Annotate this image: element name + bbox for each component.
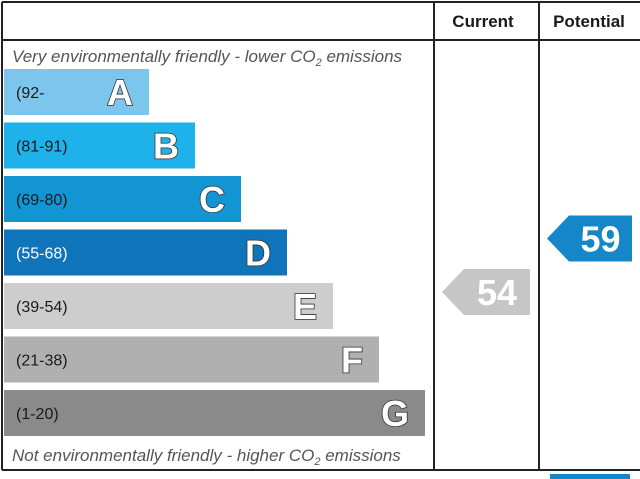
band-bar-c	[4, 176, 241, 222]
band-letter-f: F	[341, 340, 363, 381]
band-range-d: (55-68)	[16, 246, 68, 263]
band-letter-d: D	[245, 233, 271, 274]
band-range-a: (92-	[16, 85, 44, 102]
band-letter-b: B	[153, 126, 179, 167]
band-letter-g: G	[381, 393, 409, 434]
band-range-c: (69-80)	[16, 192, 68, 209]
band-letter-e: E	[293, 286, 317, 327]
bottom-note-text: Not environmentally friendly - higher CO	[12, 446, 314, 465]
chart-frame	[1, 1, 640, 471]
band-bar-d	[4, 229, 287, 276]
rating-bands: (92- A (81-91) B (69-80) C (55-68) D (39-54) E (21…	[4, 69, 425, 436]
current-column-header: Current	[452, 12, 514, 31]
current-rating-arrow	[442, 269, 530, 315]
band-letter-a: A	[107, 72, 133, 113]
bottom-note-tail: emissions	[320, 446, 401, 465]
potential-rating-arrow	[547, 215, 632, 262]
potential-rating-value: 59	[580, 219, 620, 260]
top-note-tail: emissions	[322, 47, 403, 66]
bottom-note-subscript: 2	[313, 456, 320, 468]
top-note: Very environmentally friendly - lower CO…	[12, 47, 403, 69]
band-letter-c: C	[199, 179, 225, 220]
top-note-text: Very environmentally friendly - lower CO	[12, 47, 316, 66]
band-range-e: (39-54)	[16, 299, 68, 316]
band-range-f: (21-38)	[16, 353, 68, 370]
rating-markers: 54 59	[442, 215, 632, 315]
bottom-note: Not environmentally friendly - higher CO…	[12, 446, 401, 468]
band-range-g: (1-20)	[16, 406, 59, 423]
band-bar-a	[4, 69, 149, 115]
top-note-subscript: 2	[315, 57, 322, 69]
band-bar-e	[4, 283, 333, 329]
band-bar-b	[4, 122, 195, 169]
band-bar-f	[4, 336, 379, 383]
current-rating-value: 54	[477, 272, 517, 313]
band-bar-g	[4, 390, 425, 436]
potential-column-header: Potential	[553, 12, 625, 31]
band-range-b: (81-91)	[16, 139, 68, 156]
next-row-marker	[550, 474, 630, 479]
